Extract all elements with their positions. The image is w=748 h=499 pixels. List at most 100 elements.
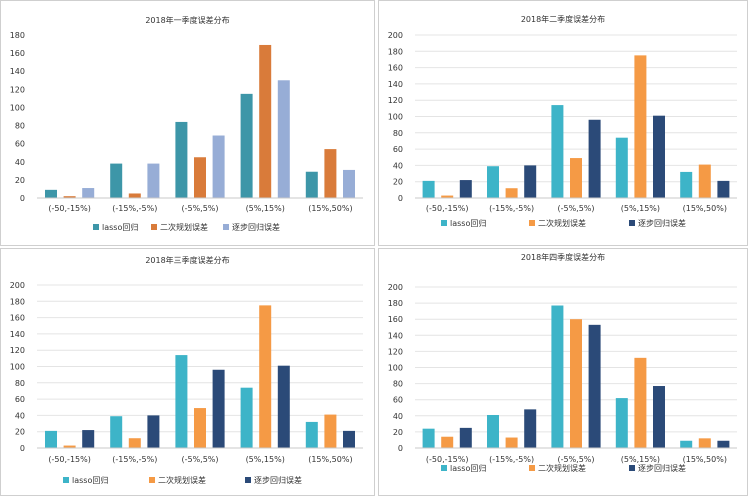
y-tick-label: 160 bbox=[10, 49, 25, 58]
y-tick-label: 80 bbox=[393, 129, 403, 138]
legend-label-planning: 二次规划误差 bbox=[538, 463, 586, 473]
bar-lasso bbox=[487, 166, 499, 198]
x-tick-label: (5%,15%) bbox=[246, 455, 285, 464]
y-tick-label: 100 bbox=[388, 113, 403, 122]
y-tick-label: 160 bbox=[388, 64, 403, 73]
bar-stepwise bbox=[277, 365, 290, 448]
bar-lasso bbox=[305, 421, 318, 448]
chart-title: 2018年三季度误差分布 bbox=[145, 255, 229, 265]
y-tick-label: 100 bbox=[388, 364, 403, 373]
x-tick-label: (-5%,5%) bbox=[557, 204, 594, 213]
bar-stepwise bbox=[717, 180, 730, 198]
x-tick-label: (15%,50%) bbox=[308, 455, 352, 464]
x-tick-label: (5%,15%) bbox=[621, 455, 660, 464]
y-tick-label: 60 bbox=[393, 145, 403, 154]
bar-lasso bbox=[551, 105, 564, 198]
bar-stepwise bbox=[212, 369, 225, 448]
bar-lasso bbox=[615, 137, 628, 198]
bar-lasso bbox=[175, 121, 188, 198]
legend-swatch-planning bbox=[529, 465, 535, 471]
bar-lasso bbox=[110, 163, 123, 198]
y-tick-label: 200 bbox=[388, 31, 403, 40]
bar-stepwise bbox=[277, 80, 290, 198]
y-tick-label: 140 bbox=[10, 330, 25, 339]
y-tick-label: 0 bbox=[20, 444, 25, 453]
bar-chart-svg: 2018年三季度误差分布 0 20 40 60 80 100 120 140 160 180 200 (… bbox=[10, 255, 363, 485]
legend-swatch-planning bbox=[151, 224, 157, 230]
bar-planning bbox=[698, 438, 711, 448]
y-tick-label: 180 bbox=[388, 47, 403, 56]
y-tick-label: 20 bbox=[15, 176, 25, 185]
bar-stepwise bbox=[524, 409, 537, 448]
y-tick-label: 140 bbox=[388, 331, 403, 340]
bar-stepwise bbox=[653, 115, 665, 198]
y-tick-label: 120 bbox=[388, 347, 403, 356]
y-tick-label: 0 bbox=[20, 194, 25, 203]
bar-planning bbox=[634, 55, 647, 198]
y-tick-label: 200 bbox=[10, 281, 25, 290]
bar-lasso bbox=[680, 171, 693, 198]
legend-label-stepwise: 逐步回归误差 bbox=[254, 475, 302, 485]
y-tick-label: 100 bbox=[10, 103, 25, 112]
bar-stepwise bbox=[717, 440, 730, 448]
legend-label-planning: 二次规划误差 bbox=[160, 222, 208, 232]
y-tick-label: 20 bbox=[15, 428, 25, 437]
bar-planning bbox=[63, 196, 76, 198]
legend-swatch-planning bbox=[529, 220, 535, 226]
chart-panel-q1: 2018年一季度误差分布 0 20 40 60 80 100 120 140 160 180 (-50… bbox=[0, 0, 375, 246]
bar-planning bbox=[324, 414, 337, 448]
y-tick-label: 40 bbox=[15, 411, 25, 420]
legend-label-planning: 二次规划误差 bbox=[538, 218, 586, 228]
legend-swatch-stepwise bbox=[245, 477, 251, 483]
y-tick-label: 20 bbox=[393, 178, 403, 187]
bar-lasso bbox=[45, 189, 57, 198]
chart-panel-q3: 2018年三季度误差分布 0 20 40 60 80 100 120 140 160 180 200 (… bbox=[0, 248, 375, 496]
bar-planning bbox=[259, 305, 272, 448]
legend-swatch-lasso bbox=[93, 224, 99, 230]
legend-swatch-stepwise bbox=[629, 220, 635, 226]
y-tick-label: 120 bbox=[10, 85, 25, 94]
y-tick-label: 160 bbox=[10, 314, 25, 323]
bar-planning bbox=[194, 408, 206, 448]
legend-swatch-lasso bbox=[441, 220, 447, 226]
bar-planning bbox=[441, 195, 454, 198]
y-tick-label: 180 bbox=[10, 297, 25, 306]
bar-stepwise bbox=[588, 119, 601, 198]
legend-label-stepwise: 逐步回归误差 bbox=[638, 218, 686, 228]
bar-planning bbox=[194, 157, 206, 198]
x-tick-label: (-50,-15%) bbox=[426, 204, 469, 213]
bar-chart-svg: 2018年二季度误差分布 0 20 40 60 80 100 120 140 160 180 200 (… bbox=[388, 14, 737, 228]
y-tick-label: 40 bbox=[15, 158, 25, 167]
bar-planning bbox=[505, 188, 518, 198]
bar-stepwise bbox=[212, 135, 225, 198]
bar-stepwise bbox=[653, 386, 665, 448]
chart-title: 2018年四季度误差分布 bbox=[521, 252, 605, 262]
x-tick-label: (-15%,-5%) bbox=[489, 204, 534, 213]
x-tick-label: (-5%,5%) bbox=[181, 455, 218, 464]
legend-swatch-lasso bbox=[63, 477, 69, 483]
y-tick-label: 180 bbox=[388, 299, 403, 308]
bar-chart-svg: 2018年四季度误差分布 0 20 40 60 80 100 120 140 160 180 200 (… bbox=[388, 252, 737, 473]
bar-stepwise bbox=[343, 169, 355, 198]
y-tick-label: 60 bbox=[15, 395, 25, 404]
bar-lasso bbox=[422, 428, 435, 448]
y-tick-label: 40 bbox=[393, 161, 403, 170]
x-tick-label: (-15%,-5%) bbox=[112, 204, 157, 213]
bar-planning bbox=[441, 436, 454, 448]
bar-lasso bbox=[551, 305, 564, 448]
x-tick-label: (-15%,-5%) bbox=[489, 455, 534, 464]
bar-lasso bbox=[422, 180, 435, 198]
bar-stepwise bbox=[588, 324, 601, 448]
bar-stepwise bbox=[459, 180, 472, 198]
y-tick-label: 100 bbox=[10, 363, 25, 372]
bar-lasso bbox=[615, 398, 628, 448]
y-tick-label: 80 bbox=[393, 380, 403, 389]
x-tick-label: (-5%,5%) bbox=[557, 455, 594, 464]
bar-planning bbox=[698, 164, 711, 198]
bar-lasso bbox=[680, 440, 693, 448]
y-tick-label: 60 bbox=[393, 396, 403, 405]
x-tick-label: (-50,-15%) bbox=[48, 455, 91, 464]
bar-planning bbox=[570, 319, 582, 448]
bar-planning bbox=[324, 149, 337, 198]
